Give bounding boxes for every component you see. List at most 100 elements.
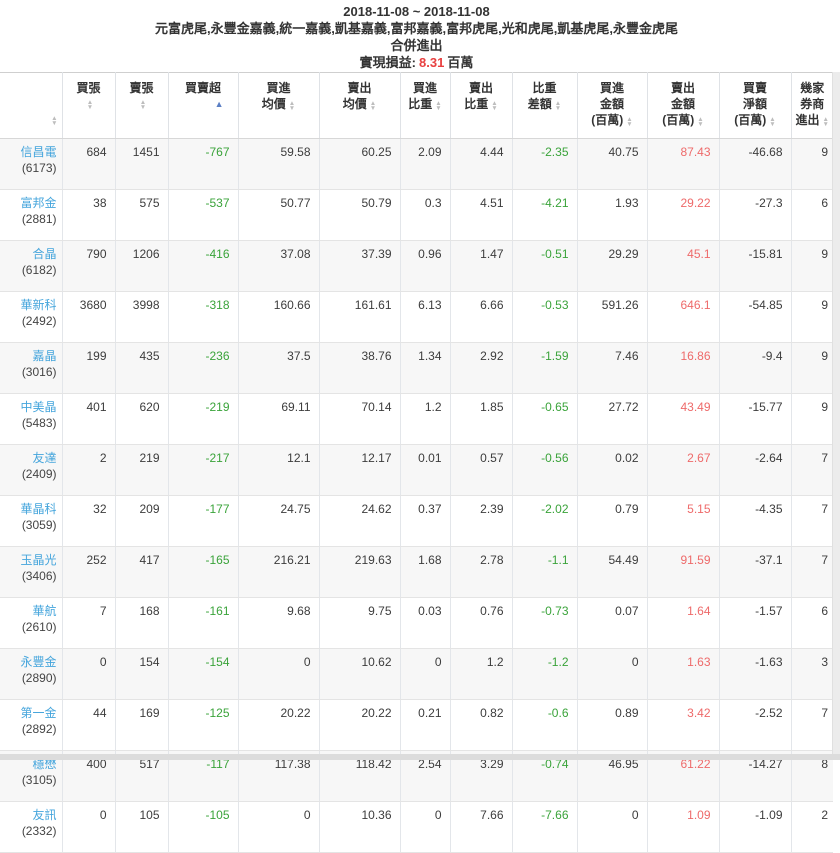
stock-link[interactable]: 玉晶光 — [20, 553, 57, 567]
avg_sell-cell: 10.62 — [318, 648, 400, 700]
buy_amt-cell: 0.07 — [576, 597, 647, 649]
sell_amt-cell: 43.49 — [646, 393, 719, 445]
stock-link[interactable]: 友訊 — [32, 808, 57, 822]
buy_amt-cell: 7.46 — [576, 342, 647, 394]
stock-cell: 合晶 (6182) — [0, 240, 62, 292]
buy_amt-cell: 40.75 — [576, 138, 647, 190]
sell_lots-cell: 620 — [114, 393, 168, 445]
sell_lots-cell: 435 — [114, 342, 168, 394]
stock-link[interactable]: 中美晶 — [20, 400, 57, 414]
avg_buy-cell: 24.75 — [237, 495, 319, 547]
stock-code: (2610) — [21, 620, 57, 634]
stock-link[interactable]: 華晶科 — [20, 502, 57, 516]
avg_sell-cell: 20.22 — [318, 699, 400, 751]
col-header-buy_lots[interactable]: 買張 ▲ ▼ — [61, 72, 115, 139]
net_amt-cell: -2.52 — [718, 699, 791, 751]
stock-cell: 富邦金 (2881) — [0, 189, 62, 241]
buy_pct-cell: 0.03 — [399, 597, 450, 649]
pct_diff-cell: -2.35 — [511, 138, 577, 190]
sell_amt-cell: 3.42 — [646, 699, 719, 751]
table-row: 合晶 (6182) 790 1206 -416 37.08 37.39 0.96 1.47 -0.… — [0, 240, 833, 292]
date-range: 2018-11-08 ~ 2018-11-08 — [343, 4, 490, 19]
sell_pct-cell: 7.66 — [449, 801, 512, 853]
stock-code: (6173) — [21, 161, 57, 175]
sell_pct-cell: 1.47 — [449, 240, 512, 292]
sell_lots-cell: 3998 — [114, 291, 168, 343]
col-header-avg_sell[interactable]: 賣出 均價 ▲ ▼ — [318, 72, 400, 139]
buy_lots-cell: 684 — [61, 138, 115, 190]
sell_pct-cell: 4.44 — [449, 138, 512, 190]
sell_amt-cell: 1.64 — [646, 597, 719, 649]
sell_amt-cell: 646.1 — [646, 291, 719, 343]
sell_pct-cell: 0.76 — [449, 597, 512, 649]
col-header-net_lots[interactable]: 買賣超 ▲ — [167, 72, 238, 139]
stock-cell: 第一金 (2892) — [0, 699, 62, 751]
sell_lots-cell: 417 — [114, 546, 168, 598]
avg_buy-cell: 37.08 — [237, 240, 319, 292]
stock-cell: 信昌電 (6173) — [0, 138, 62, 190]
brokers-cell: 9 — [790, 138, 833, 190]
col-header-sell_amt[interactable]: 賣出 金額 (百萬) ▲ ▼ — [646, 72, 719, 139]
stock-link[interactable]: 第一金 — [20, 706, 57, 720]
avg_sell-cell: 219.63 — [318, 546, 400, 598]
buy_pct-cell: 2.09 — [399, 138, 450, 190]
table-row: 友達 (2409) 2 219 -217 12.1 12.17 0.01 0.57 -0.56 0.… — [0, 444, 833, 496]
net_amt-cell: -54.85 — [718, 291, 791, 343]
col-header-pct_diff[interactable]: 比重 差額 ▲ ▼ — [511, 72, 577, 139]
horizontal-scrollbar[interactable] — [0, 754, 840, 760]
sort-arrows-icon: ▲ ▼ — [288, 99, 296, 112]
pct_diff-cell: -0.65 — [511, 393, 577, 445]
pct_diff-cell: -7.66 — [511, 801, 577, 853]
buy_amt-cell: 29.29 — [576, 240, 647, 292]
sell_amt-cell: 1.09 — [646, 801, 719, 853]
col-header-sell_lots[interactable]: 賣張 ▲ ▼ — [114, 72, 168, 139]
table-row: 中美晶 (5483) 401 620 -219 69.11 70.14 1.2 1.85 -0.6… — [0, 393, 833, 445]
stock-link[interactable]: 信昌電 — [20, 145, 57, 159]
stock-code: (2881) — [21, 212, 57, 226]
stock-cell: 永豐金 (2890) — [0, 648, 62, 700]
stock-link[interactable]: 華航 — [32, 604, 57, 618]
avg_sell-cell: 24.62 — [318, 495, 400, 547]
col-header-brokers[interactable]: 幾家 券商 進出 ▲ ▼ — [790, 72, 833, 139]
sort-arrows-icon: ▲ ▼ — [822, 115, 829, 128]
net_lots-cell: -236 — [167, 342, 238, 394]
col-header-avg_buy[interactable]: 買進 均價 ▲ ▼ — [237, 72, 319, 139]
avg_sell-cell: 50.79 — [318, 189, 400, 241]
net_lots-cell: -416 — [167, 240, 238, 292]
stock-link[interactable]: 嘉晶 — [32, 349, 57, 363]
buy_pct-cell: 0.3 — [399, 189, 450, 241]
sell_lots-cell: 1451 — [114, 138, 168, 190]
stock-link[interactable]: 友達 — [32, 451, 57, 465]
buy_amt-cell: 0 — [576, 648, 647, 700]
stock-cell: 華航 (2610) — [0, 597, 62, 649]
col-header-buy_pct[interactable]: 買進 比重 ▲ ▼ — [399, 72, 450, 139]
col-header-sell_pct[interactable]: 賣出 比重 ▲ ▼ — [449, 72, 512, 139]
col-header-buy_amt[interactable]: 買進 金額 (百萬) ▲ ▼ — [576, 72, 647, 139]
stock-link[interactable]: 永豐金 — [20, 655, 57, 669]
sell_pct-cell: 6.66 — [449, 291, 512, 343]
net_amt-cell: -15.77 — [718, 393, 791, 445]
stock-cell: 華新科 (2492) — [0, 291, 62, 343]
sell_amt-cell: 1.63 — [646, 648, 719, 700]
pnl-label: 實現損益: — [359, 55, 416, 70]
stock-link[interactable]: 富邦金 — [20, 196, 57, 210]
buy_pct-cell: 1.34 — [399, 342, 450, 394]
pct_diff-cell: -0.53 — [511, 291, 577, 343]
branch-list: 元富虎尾,永豐金嘉義,統一嘉義,凱基嘉義,富邦嘉義,富邦虎尾,光和虎尾,凱基虎尾… — [155, 21, 678, 36]
avg_sell-cell: 37.39 — [318, 240, 400, 292]
stock-code: (3016) — [21, 365, 57, 379]
brokers-cell: 6 — [790, 189, 833, 241]
stock-link[interactable]: 合晶 — [32, 247, 57, 261]
avg_buy-cell: 9.68 — [237, 597, 319, 649]
buy_lots-cell: 7 — [61, 597, 115, 649]
col-header-stock[interactable]: ▲ ▼ — [0, 72, 62, 139]
buy_amt-cell: 0.02 — [576, 444, 647, 496]
sort-arrows-icon: ▲ ▼ — [697, 115, 704, 128]
sell_amt-cell: 5.15 — [646, 495, 719, 547]
sell_lots-cell: 209 — [114, 495, 168, 547]
pct_diff-cell: -1.1 — [511, 546, 577, 598]
col-header-net_amt[interactable]: 買賣 淨額 (百萬) ▲ ▼ — [718, 72, 791, 139]
stock-link[interactable]: 華新科 — [20, 298, 57, 312]
brokers-cell: 7 — [790, 546, 833, 598]
buy_amt-cell: 0.79 — [576, 495, 647, 547]
